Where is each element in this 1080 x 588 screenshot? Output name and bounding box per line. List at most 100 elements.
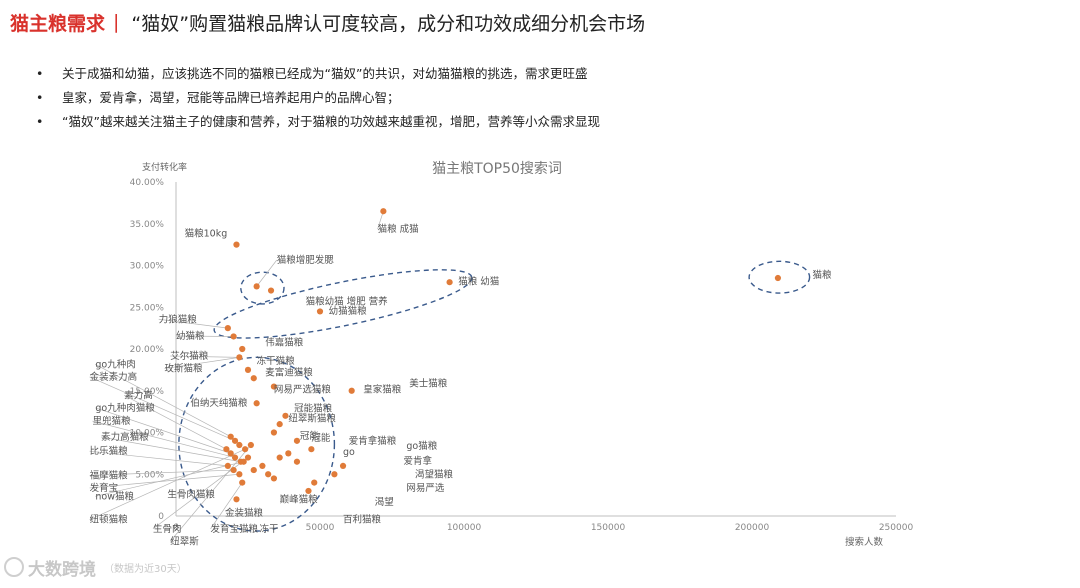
data-point xyxy=(233,496,240,503)
label-leader-line xyxy=(377,211,384,230)
watermark: 大数跨境 （数据为近30天） xyxy=(4,552,187,582)
data-point xyxy=(230,333,237,340)
data-point xyxy=(236,441,243,449)
x-axis-label: 搜索人数 xyxy=(845,536,884,548)
label-leader-line xyxy=(123,394,227,450)
label-leader-line xyxy=(89,469,234,476)
insight-item: • 皇家，爱肯拿，渴望，冠能等品牌已培养起用户的品牌心智； xyxy=(36,86,600,110)
data-point xyxy=(233,241,240,248)
point-label: 伟嘉猫粮 xyxy=(265,337,304,349)
point-label: go猫粮 xyxy=(406,440,437,452)
data-point xyxy=(348,387,355,394)
data-point xyxy=(239,479,246,486)
axes: 0 50000 100000 150000 200000 250000 0 5.00% 10.0… xyxy=(130,178,914,533)
bullet-marker: • xyxy=(36,114,44,129)
highlight-ellipse xyxy=(178,356,336,532)
y-tick-label: 25.00% xyxy=(130,303,165,313)
data-point xyxy=(285,450,292,457)
insight-item: • 关于成猫和幼猫，应该挑选不同的猫粮已经成为“猫奴”的共识，对幼猫猫粮的挑选，需… xyxy=(36,62,600,86)
y-tick-label: 0 xyxy=(158,512,164,522)
data-point xyxy=(236,471,243,478)
data-point xyxy=(293,458,301,465)
data-point xyxy=(227,433,234,440)
data-point xyxy=(270,429,278,436)
point-label: 百利猫粮 xyxy=(343,514,382,526)
label-leader-line xyxy=(89,376,236,442)
point-label: 渴望 xyxy=(375,496,394,508)
data-point xyxy=(227,450,234,457)
data-point xyxy=(331,471,338,478)
point-label: 生骨肉 xyxy=(153,523,182,535)
point-label: 网易严选 xyxy=(406,482,445,494)
insight-list: • 关于成猫和幼猫，应该挑选不同的猫粮已经成为“猫奴”的共识，对幼猫猫粮的挑选，需… xyxy=(36,62,600,134)
label-leader-line xyxy=(89,448,246,520)
point-label: 皇家猫粮 xyxy=(363,383,402,395)
data-point xyxy=(308,446,315,453)
label-leader-line xyxy=(158,318,228,329)
data-point xyxy=(224,462,231,469)
point-label: 网易严选猫粮 xyxy=(274,383,332,395)
data-point xyxy=(311,479,318,486)
point-label: 纽翠斯 xyxy=(170,535,199,547)
data-point xyxy=(230,466,237,474)
data-point xyxy=(259,462,266,469)
watermark-logo-icon xyxy=(4,557,24,577)
point-label: 猫粮幼猫 增肥 营养 xyxy=(306,296,389,308)
point-label: 发育宝猫粮 xyxy=(211,523,259,535)
point-label: 里兜猫粮 xyxy=(92,415,131,427)
data-point xyxy=(446,279,453,286)
label-leader-line xyxy=(95,364,231,437)
point-label: now猫粮 xyxy=(95,490,134,502)
data-point xyxy=(293,437,301,444)
data-point xyxy=(224,325,231,332)
point-label: 冻干猫粮 xyxy=(257,355,296,367)
label-leader-line xyxy=(89,473,240,489)
data-point xyxy=(265,471,272,478)
data-point xyxy=(253,400,260,407)
point-label: 艾尔猫粮 xyxy=(170,350,209,362)
point-label: 幼猫粮 xyxy=(176,330,205,342)
point-label: 猫粮10kg xyxy=(185,227,228,239)
point-label: 幼猫猫粮 xyxy=(329,305,368,317)
point-label: 纽翠斯猫粮 xyxy=(288,413,336,425)
point-label: 发育宝 xyxy=(90,482,119,494)
point-label: 力狼猫粮 xyxy=(159,313,198,325)
label-leader-line xyxy=(164,357,240,369)
point-label: 冠能 xyxy=(311,432,331,444)
data-point xyxy=(250,466,257,474)
insight-item: • “猫奴”越来越关注猫主子的健康和营养，对于猫粮的功效越来越重视，增肥，营养等小… xyxy=(36,110,600,134)
y-tick-label: 20.00% xyxy=(130,345,165,355)
label-leader-line xyxy=(89,450,228,467)
insight-text: 皇家，爱肯拿，渴望，冠能等品牌已培养起用户的品牌心智； xyxy=(62,90,400,105)
label-leader-line xyxy=(210,482,243,530)
label-leader-line xyxy=(101,436,241,463)
point-label: 生骨肉猫粮 xyxy=(167,489,215,501)
data-point xyxy=(380,208,387,215)
bullet-marker: • xyxy=(36,66,44,81)
insight-text: 关于成猫和幼猫，应该挑选不同的猫粮已经成为“猫奴”的共识，对幼猫猫粮的挑选，需求… xyxy=(62,66,588,81)
y-tick-label: 5.00% xyxy=(135,470,164,480)
label-leader-line xyxy=(256,259,278,287)
point-label: 巅峰猫粮 xyxy=(280,494,319,506)
data-point xyxy=(276,421,283,428)
point-label: 渴望猫粮 xyxy=(415,469,454,481)
point-label: 爱肯拿 xyxy=(404,455,433,467)
data-point xyxy=(774,274,782,282)
data-point xyxy=(244,454,252,461)
point-label: 金装素力高 xyxy=(90,371,138,383)
data-point xyxy=(247,441,254,449)
point-label: 素力高猫粮 xyxy=(101,431,149,443)
point-label: 冠能猫粮 xyxy=(294,403,333,415)
y-axis-label: 支付转化率 xyxy=(142,161,187,173)
watermark-text: 大数跨境 xyxy=(28,559,96,580)
point-label: 猫粮 xyxy=(812,269,832,281)
section-tag: 猫主粮需求 xyxy=(10,12,106,35)
x-tick-label: 50000 xyxy=(306,523,335,533)
y-tick-label: 30.00% xyxy=(130,262,165,272)
point-label: 纽顿猫粮 xyxy=(90,514,129,526)
data-point xyxy=(231,437,239,444)
data-point xyxy=(231,454,239,461)
point-label: go九种肉 xyxy=(95,358,135,370)
